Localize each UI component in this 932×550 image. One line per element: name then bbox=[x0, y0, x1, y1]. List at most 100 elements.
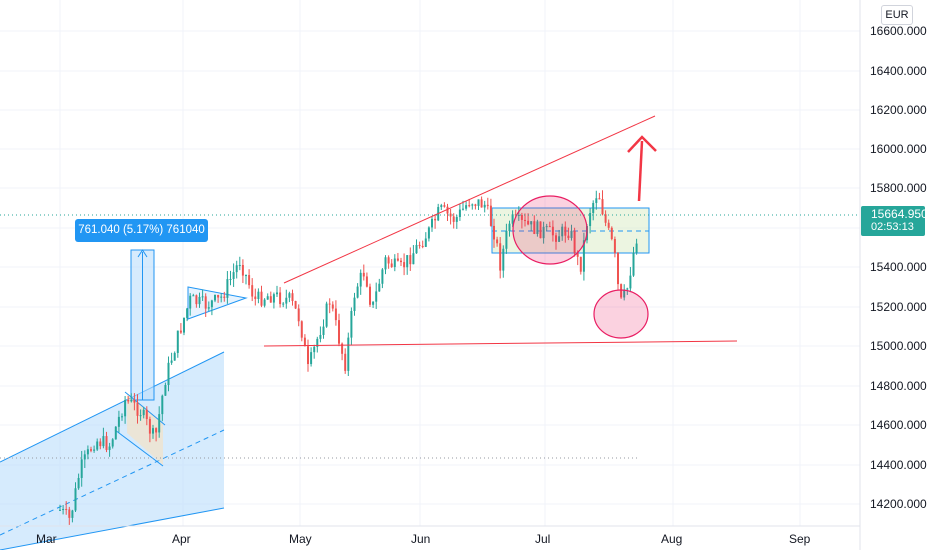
candle-body bbox=[139, 415, 142, 417]
candle-body bbox=[551, 226, 554, 236]
candle-body bbox=[514, 214, 517, 216]
candle-body bbox=[344, 353, 347, 371]
price-axis[interactable]: 16600.000 16400.000 16200.000 16000.000 … bbox=[870, 24, 927, 511]
candle-body bbox=[604, 214, 607, 223]
candle-body bbox=[214, 294, 216, 301]
price-tick: 15200.000 bbox=[870, 300, 927, 314]
candle-body bbox=[362, 272, 365, 277]
candle-body bbox=[462, 208, 464, 210]
candlestick-series[interactable] bbox=[59, 190, 638, 525]
candle-body bbox=[338, 320, 340, 344]
candle-body bbox=[474, 204, 477, 206]
currency-badge[interactable]: EUR bbox=[881, 5, 913, 25]
candle-body bbox=[477, 199, 480, 206]
candle-body bbox=[573, 230, 576, 254]
candle-body bbox=[71, 510, 74, 518]
candle-body bbox=[148, 419, 151, 434]
candle-body bbox=[558, 236, 561, 242]
candle-body bbox=[198, 296, 201, 305]
candle-body bbox=[65, 509, 68, 511]
candle-body bbox=[62, 509, 65, 511]
candle-body bbox=[285, 297, 288, 304]
candle-body bbox=[403, 262, 406, 268]
candle-body bbox=[158, 414, 161, 433]
candle-body bbox=[517, 214, 520, 216]
time-tick: May bbox=[289, 532, 312, 546]
candle-body bbox=[282, 303, 285, 305]
candle-body bbox=[325, 303, 328, 327]
candle-body bbox=[167, 362, 170, 386]
candle-body bbox=[331, 304, 334, 309]
candle-body bbox=[207, 307, 210, 309]
candle-body bbox=[499, 243, 502, 271]
candle-body bbox=[511, 214, 514, 224]
channel-upper-line[interactable] bbox=[0, 351, 225, 463]
price-tick: 14600.000 bbox=[870, 418, 927, 432]
candle-body bbox=[359, 272, 362, 287]
candle-body bbox=[307, 346, 309, 365]
candle-body bbox=[449, 213, 452, 217]
candle-body bbox=[105, 436, 108, 450]
candle-body bbox=[164, 385, 167, 396]
candle-body bbox=[245, 275, 247, 277]
parallel-channel[interactable] bbox=[0, 352, 224, 550]
candle-body bbox=[74, 488, 77, 511]
candle-body bbox=[524, 219, 526, 221]
channel-lower-line[interactable] bbox=[0, 507, 225, 550]
candle-body bbox=[613, 239, 616, 253]
ellipse-upper[interactable] bbox=[512, 195, 588, 265]
candle-body bbox=[334, 308, 337, 321]
candle-body bbox=[173, 352, 176, 361]
candle-body bbox=[266, 296, 269, 300]
price-tick: 14200.000 bbox=[870, 497, 927, 511]
candle-body bbox=[241, 264, 244, 276]
candle-body bbox=[341, 343, 344, 354]
candle-body bbox=[176, 330, 179, 353]
ellipse-lower[interactable] bbox=[593, 289, 649, 339]
candle-body bbox=[400, 260, 402, 263]
candle-body bbox=[365, 276, 368, 287]
candle-body bbox=[582, 240, 585, 272]
candle-body bbox=[186, 308, 189, 318]
candle-body bbox=[142, 409, 145, 416]
candle-body bbox=[102, 436, 105, 447]
target-arrowhead bbox=[627, 135, 657, 153]
candle-body bbox=[93, 449, 96, 451]
measure-arrowhead bbox=[137, 249, 148, 258]
last-price-value: 15664.950 bbox=[871, 207, 928, 221]
time-tick: Aug bbox=[661, 532, 682, 546]
flag-pattern[interactable] bbox=[127, 393, 163, 465]
candle-body bbox=[458, 209, 461, 218]
candle-body bbox=[217, 294, 220, 298]
candle-body bbox=[493, 225, 495, 240]
candle-body bbox=[108, 446, 111, 450]
candle-body bbox=[381, 269, 384, 284]
time-tick: Mar bbox=[36, 532, 57, 546]
candle-body bbox=[322, 326, 325, 335]
candle-body bbox=[576, 253, 579, 257]
candle-body bbox=[319, 334, 322, 339]
candle-body bbox=[232, 272, 235, 279]
candle-body bbox=[415, 244, 418, 254]
time-axis[interactable]: Mar Apr May Jun Jul Aug Sep bbox=[36, 532, 811, 546]
candle-body bbox=[431, 218, 433, 228]
measure-label[interactable]: 761.040 (5.17%) 761040 bbox=[75, 219, 208, 242]
candle-body bbox=[189, 295, 192, 309]
candle-body bbox=[201, 296, 204, 298]
rising-trendline[interactable] bbox=[283, 115, 656, 284]
support-line[interactable] bbox=[263, 340, 738, 347]
candle-body bbox=[96, 441, 99, 450]
candle-body bbox=[220, 296, 223, 298]
candle-body bbox=[598, 198, 601, 200]
candle-body bbox=[229, 278, 232, 280]
flag-line-b bbox=[114, 429, 164, 467]
candle-body bbox=[486, 204, 489, 206]
candle-body bbox=[310, 352, 313, 365]
candle-body bbox=[387, 257, 390, 264]
candle-body bbox=[223, 296, 226, 298]
candle-body bbox=[635, 243, 638, 253]
candle-body bbox=[179, 330, 182, 333]
candle-body bbox=[204, 296, 207, 309]
